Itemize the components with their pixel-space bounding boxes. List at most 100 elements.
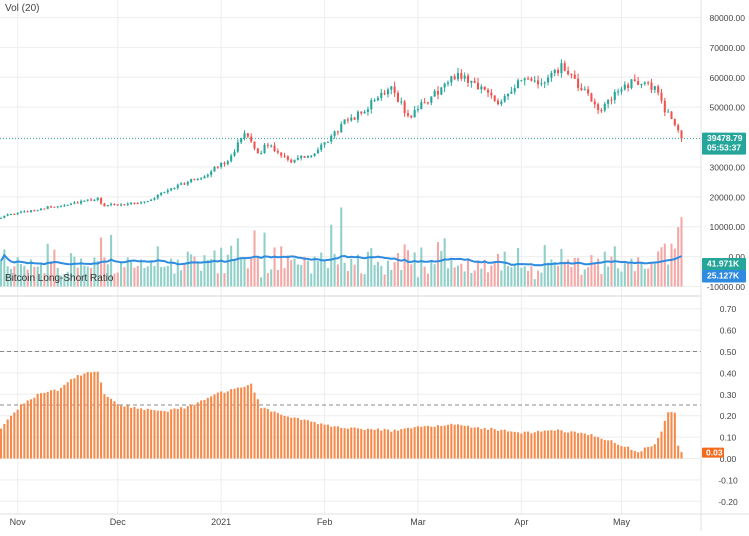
candle[interactable] [76, 202, 79, 204]
ratio-bar[interactable] [320, 423, 323, 459]
ratio-bar[interactable] [440, 425, 443, 459]
candle[interactable] [326, 141, 329, 143]
ratio-bar[interactable] [620, 446, 623, 459]
volume-bar[interactable] [486, 272, 490, 287]
ratio-bar[interactable] [26, 400, 29, 459]
ratio-bar[interactable] [0, 428, 3, 459]
candle[interactable] [630, 79, 633, 88]
candle[interactable] [577, 78, 580, 88]
ratio-bar[interactable] [143, 409, 146, 459]
candle[interactable] [140, 202, 143, 204]
volume-bar[interactable] [393, 262, 396, 287]
ratio-bar[interactable] [617, 444, 620, 459]
ratio-bar[interactable] [240, 387, 243, 459]
ratio-bar[interactable] [366, 428, 369, 459]
volume-bar[interactable] [453, 267, 456, 287]
candle[interactable] [216, 166, 219, 168]
ratio-bar[interactable] [677, 445, 680, 459]
ratio-bar[interactable] [517, 432, 520, 459]
volume-bar[interactable] [363, 274, 366, 287]
volume-bar[interactable] [93, 257, 96, 287]
candle[interactable] [620, 89, 623, 92]
ratio-bar[interactable] [53, 389, 56, 459]
candle[interactable] [0, 217, 3, 219]
ratio-bar[interactable] [370, 428, 373, 459]
candle[interactable] [186, 181, 189, 185]
volume-bar[interactable] [336, 264, 339, 287]
volume-bar[interactable] [550, 259, 553, 287]
candle[interactable] [430, 96, 433, 103]
volume-bar[interactable] [557, 265, 560, 287]
volume-bar[interactable] [513, 265, 516, 287]
candle[interactable] [273, 145, 276, 152]
volume-bar[interactable] [620, 271, 623, 287]
volume-bar[interactable] [413, 252, 416, 287]
volume-bar[interactable] [583, 269, 586, 287]
ratio-bar[interactable] [76, 375, 79, 459]
volume-bar[interactable] [216, 273, 219, 287]
candle[interactable] [220, 162, 223, 168]
candle[interactable] [223, 162, 226, 164]
ratio-bar[interactable] [123, 406, 126, 459]
ratio-bar[interactable] [480, 429, 483, 459]
candle[interactable] [660, 92, 663, 101]
candle[interactable] [190, 179, 193, 182]
ratio-bar[interactable] [130, 407, 133, 459]
ratio-bar[interactable] [9, 415, 13, 459]
ratio-bar[interactable] [573, 431, 576, 459]
ratio-bar[interactable] [640, 451, 643, 459]
candle[interactable] [466, 75, 470, 83]
volume-bar[interactable] [607, 266, 610, 287]
ratio-bar[interactable] [216, 392, 219, 459]
candle[interactable] [330, 135, 333, 142]
volume-bar[interactable] [590, 255, 593, 287]
volume-bar[interactable] [236, 238, 239, 287]
volume-bar[interactable] [647, 268, 650, 287]
volume-bar[interactable] [593, 262, 596, 287]
candle[interactable] [600, 110, 603, 112]
ratio-bar[interactable] [316, 424, 319, 459]
volume-bar[interactable] [370, 248, 373, 287]
ratio-bar[interactable] [66, 382, 69, 459]
candle[interactable] [56, 206, 59, 208]
ratio-bar[interactable] [163, 411, 166, 459]
volume-bar[interactable] [496, 253, 500, 287]
volume-bar[interactable] [120, 262, 123, 287]
volume-bar[interactable] [313, 256, 316, 287]
volume-bar[interactable] [270, 269, 273, 287]
candle[interactable] [153, 198, 156, 200]
candle[interactable] [133, 202, 136, 204]
ratio-bar[interactable] [393, 429, 396, 459]
volume-bar[interactable] [567, 259, 570, 287]
candle[interactable] [520, 80, 523, 82]
volume-bar[interactable] [366, 251, 369, 287]
volume-bar[interactable] [353, 264, 356, 287]
candle[interactable] [363, 111, 366, 114]
volume-bar[interactable] [290, 260, 293, 287]
volume-bar[interactable] [220, 247, 223, 287]
candle[interactable] [453, 76, 456, 80]
candle[interactable] [613, 91, 616, 101]
candle[interactable] [436, 90, 440, 95]
candle[interactable] [587, 89, 590, 94]
ratio-bar[interactable] [156, 410, 159, 459]
volume-bar[interactable] [183, 263, 186, 287]
volume-bar[interactable] [326, 268, 329, 287]
volume-bar[interactable] [587, 267, 590, 287]
volume-bar[interactable] [416, 277, 420, 287]
volume-bar[interactable] [303, 256, 306, 287]
ratio-bar[interactable] [6, 419, 9, 459]
ratio-bar[interactable] [350, 427, 353, 459]
ratio-bar[interactable] [23, 403, 26, 459]
ratio-bar[interactable] [170, 409, 173, 459]
candle[interactable] [553, 69, 556, 73]
volume-bar[interactable] [6, 266, 9, 287]
candle[interactable] [493, 95, 496, 101]
volume-bar[interactable] [403, 244, 406, 287]
ratio-bar[interactable] [116, 404, 119, 459]
volume-bar[interactable] [383, 274, 386, 287]
candle[interactable] [53, 206, 56, 208]
volume-bar[interactable] [106, 264, 109, 287]
candle[interactable] [527, 78, 530, 80]
candle[interactable] [446, 82, 450, 84]
